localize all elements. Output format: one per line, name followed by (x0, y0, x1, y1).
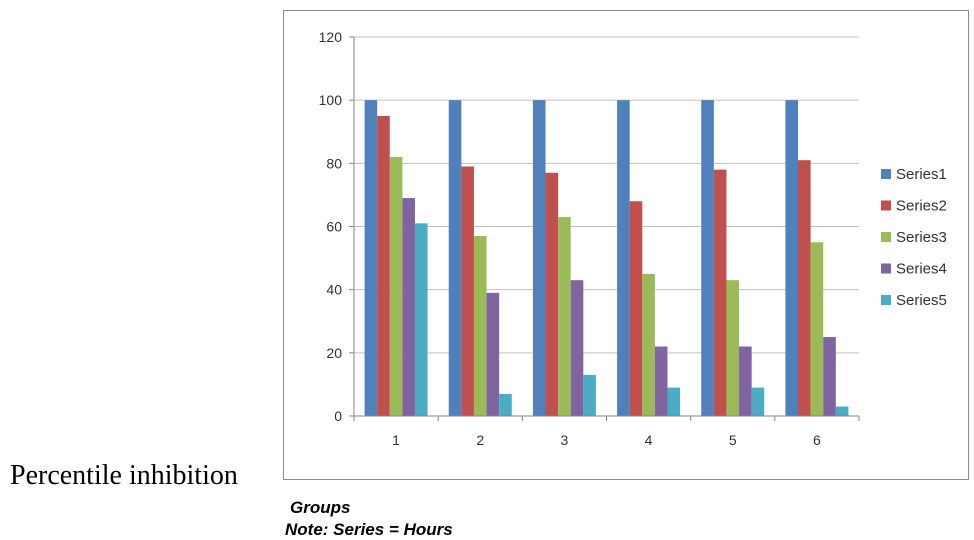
x-tick-label: 5 (729, 432, 737, 448)
chart-area: 0 20 40 60 80 100 120 1 2 3 4 5 6 Series1 Series2 Seri… (283, 10, 969, 480)
bar-series1-group-5 (701, 100, 714, 417)
y-tick-label: 80 (326, 155, 342, 171)
bars (364, 100, 849, 417)
bar-series3-group-3 (558, 217, 571, 416)
bar-series2-group-5 (713, 169, 727, 416)
bar-series2-group-1 (377, 115, 390, 416)
gridlines (354, 36, 859, 354)
bar-series1-group-2 (448, 100, 462, 417)
y-tick-label: 0 (334, 408, 342, 424)
bar-series5-group-3 (583, 374, 596, 416)
legend-swatch-series2 (881, 200, 891, 211)
y-tick-label: 60 (326, 219, 342, 235)
bar-series5-group-5 (751, 387, 765, 416)
y-tick-label: 100 (319, 92, 343, 108)
bar-series3-group-6 (810, 242, 824, 416)
x-tick-label: 2 (476, 432, 484, 448)
x-tick-label: 1 (392, 432, 400, 448)
bar-series5-group-1 (414, 223, 428, 416)
legend-swatch-series1 (881, 169, 891, 179)
bar-series1-group-4 (617, 100, 630, 417)
legend-label-series3: Series3 (896, 229, 947, 246)
y-axis-label: Percentile inhibition (10, 460, 238, 491)
bar-series3-group-2 (473, 235, 487, 416)
legend-swatch-series5 (881, 295, 891, 305)
bar-series3-group-4 (642, 273, 655, 416)
bar-series3-group-1 (389, 157, 403, 416)
bar-series4-group-4 (654, 346, 668, 416)
bar-series2-group-6 (798, 160, 811, 416)
bar-series2-group-2 (461, 166, 474, 416)
legend-swatch-series4 (881, 263, 891, 274)
bar-series2-group-4 (629, 201, 643, 416)
bar-series5-group-2 (499, 393, 512, 416)
chart-note: Note: Series = Hours (285, 520, 453, 539)
bar-series1-group-6 (785, 100, 799, 417)
legend-label-series5: Series5 (896, 292, 947, 309)
bar-series4-group-6 (823, 337, 836, 416)
legend: Series1 Series2 Series3 Series4 Series5 (881, 166, 947, 309)
bar-series4-group-2 (486, 292, 500, 416)
bar-series4-group-3 (570, 280, 584, 416)
bar-series1-group-3 (532, 100, 546, 417)
bar-series3-group-5 (726, 280, 740, 416)
y-tick-label: 120 (319, 29, 343, 45)
legend-label-series4: Series4 (896, 261, 947, 278)
bar-series1-group-1 (364, 100, 378, 417)
bar-series5-group-6 (835, 406, 849, 416)
bar-series2-group-3 (545, 172, 559, 416)
bar-series4-group-5 (739, 346, 752, 416)
bar-series4-group-1 (402, 198, 415, 416)
y-tick-label: 40 (326, 282, 342, 298)
x-tick-label: 3 (561, 432, 569, 448)
legend-swatch-series3 (881, 232, 891, 242)
legend-label-series2: Series2 (896, 198, 947, 215)
bar-series5-group-4 (667, 387, 681, 416)
legend-label-series1: Series1 (896, 166, 947, 183)
y-tick-label: 20 (326, 345, 342, 361)
x-tick-label: 6 (813, 432, 821, 448)
x-axis-label: Groups (290, 498, 351, 517)
axes: 0 20 40 60 80 100 120 1 2 3 4 5 6 (319, 29, 860, 448)
x-tick-label: 4 (645, 432, 653, 448)
